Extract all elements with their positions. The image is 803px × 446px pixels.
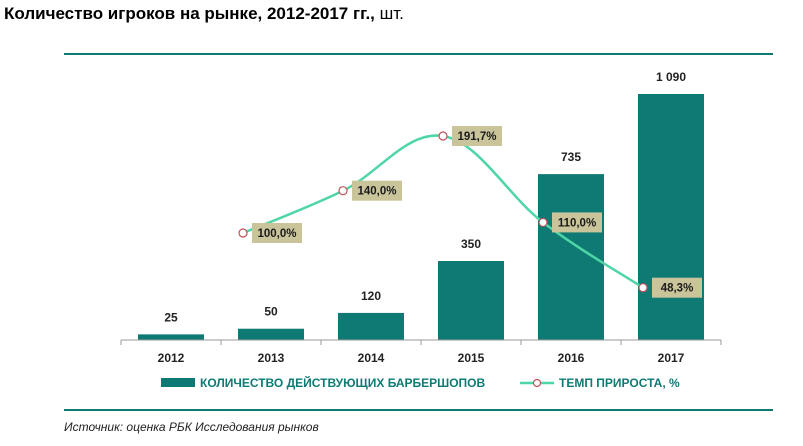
bar-2013 bbox=[238, 328, 304, 340]
bars-group: 25 50 120 350 735 1 090 bbox=[138, 70, 704, 340]
bar-2014 bbox=[338, 312, 404, 340]
x-axis: 2012 2013 2014 2015 2016 2017 bbox=[120, 339, 722, 365]
x-tick-label: 2017 bbox=[658, 351, 685, 365]
x-tick-label: 2013 bbox=[258, 351, 285, 365]
bar-value-label: 350 bbox=[461, 237, 481, 251]
rate-line-group: 100,0% 140,0% 191,7% 110,0% 48,3% bbox=[238, 126, 702, 298]
rate-marker bbox=[338, 186, 348, 196]
bar-value-label: 25 bbox=[164, 310, 178, 324]
chart-title-text: Количество игроков на рынке, 2012-2017 г… bbox=[4, 4, 375, 23]
top-rule bbox=[64, 53, 773, 55]
rate-value-label: 48,3% bbox=[661, 283, 694, 295]
rate-label-bg bbox=[652, 277, 702, 298]
rate-marker bbox=[438, 131, 448, 141]
rate-label-bg bbox=[552, 212, 602, 233]
bar-value-label: 1 090 bbox=[656, 70, 686, 84]
rate-label-bg bbox=[352, 180, 402, 201]
bar-value-label: 120 bbox=[361, 289, 381, 303]
bar-value-label: 735 bbox=[561, 150, 581, 164]
x-tick-label: 2014 bbox=[358, 351, 385, 365]
rate-marker bbox=[538, 217, 548, 228]
legend-line-label: ТЕМП ПРИРОСТА, % bbox=[559, 376, 680, 390]
bar-2012 bbox=[138, 334, 204, 340]
rate-marker bbox=[238, 228, 248, 238]
source-note: Источник: оценка РБК Исследования рынков bbox=[64, 420, 319, 434]
x-tick-label: 2012 bbox=[158, 351, 185, 365]
bar-2017 bbox=[638, 94, 704, 340]
chart-title: Количество игроков на рынке, 2012-2017 г… bbox=[4, 4, 404, 24]
legend-line-marker bbox=[532, 378, 542, 388]
legend: КОЛИЧЕСТВО ДЕЙСТВУЮЩИХ БАРБЕРШОПОВ ТЕМП П… bbox=[161, 375, 680, 390]
x-tick-label: 2015 bbox=[458, 351, 485, 365]
rate-marker bbox=[638, 283, 648, 293]
bottom-rule bbox=[64, 409, 773, 411]
bar-value-label: 50 bbox=[264, 305, 278, 319]
rate-value-label: 191,7% bbox=[457, 131, 496, 143]
rate-value-label: 100,0% bbox=[257, 228, 296, 240]
rate-value-label: 140,0% bbox=[357, 186, 396, 198]
rate-value-label: 110,0% bbox=[558, 217, 596, 229]
legend-bar-swatch bbox=[161, 378, 195, 387]
x-tick-label: 2016 bbox=[558, 351, 585, 365]
bar-2015 bbox=[438, 261, 504, 340]
rate-label-bg bbox=[252, 223, 302, 243]
rate-label-bg bbox=[452, 126, 502, 146]
chart-title-unit: шт. bbox=[379, 4, 404, 23]
legend-bar-label: КОЛИЧЕСТВО ДЕЙСТВУЮЩИХ БАРБЕРШОПОВ bbox=[200, 375, 486, 390]
